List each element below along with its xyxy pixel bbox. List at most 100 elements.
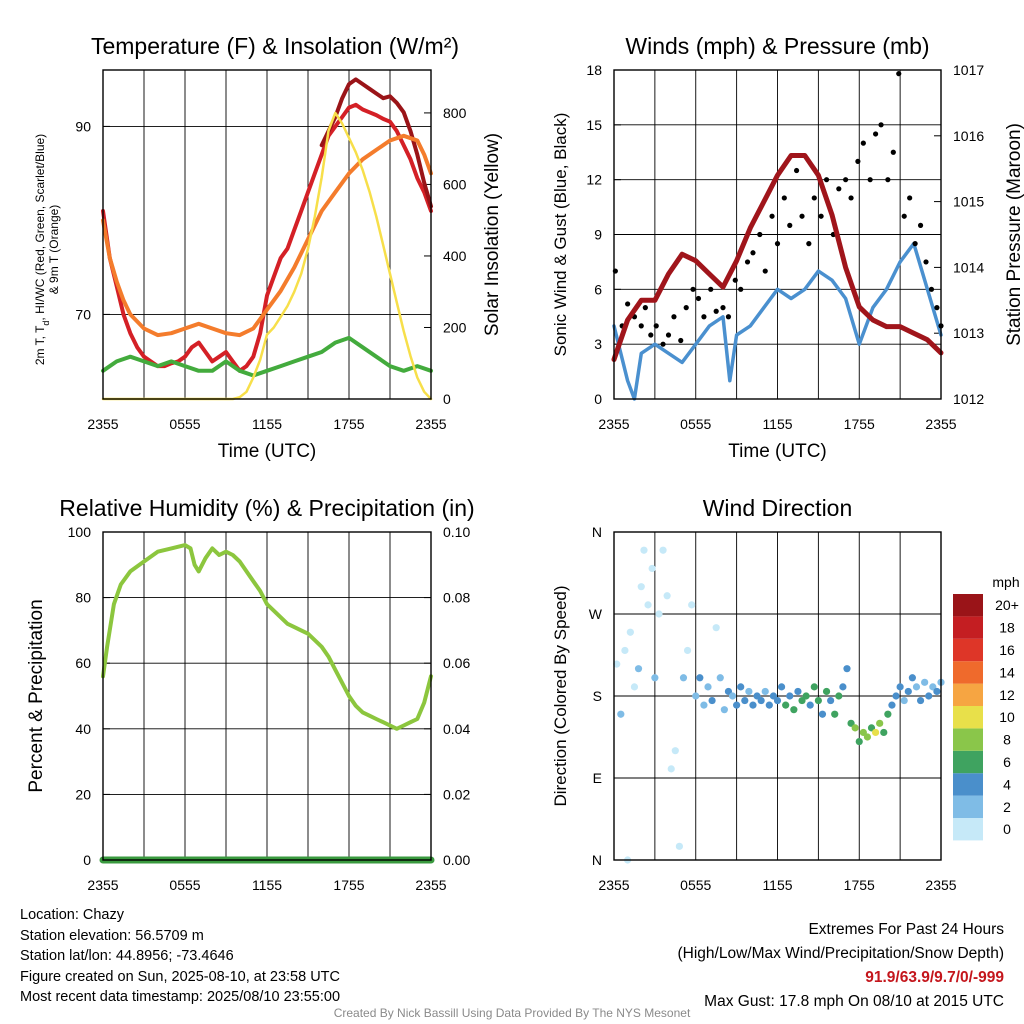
series-line-sonic-wind <box>612 241 943 401</box>
y-tick-label: 12 <box>586 172 602 188</box>
direction-point <box>667 765 675 773</box>
speed-colorbar: mph 0 2 4 6 8 10 12 14 16 18 20+ <box>953 574 1020 841</box>
direction-point <box>634 665 643 673</box>
direction-point <box>806 701 814 709</box>
gust-point <box>928 286 935 292</box>
gust-point <box>774 241 781 247</box>
colorbar-label: 8 <box>1003 732 1011 748</box>
gust-point <box>923 259 929 265</box>
colorbar-label: 0 <box>1003 821 1011 837</box>
direction-point <box>794 687 802 696</box>
temperature-panel: Temperature (F) & Insolation (W/m²) 2355 0… <box>33 33 503 462</box>
series-line-9m-t <box>101 133 433 338</box>
extremes-subtitle: (High/Low/Max Wind/Precipitation/Snow De… <box>677 945 1005 962</box>
gust-point <box>917 222 924 228</box>
colorbar-title: mph <box>992 574 1019 590</box>
direction-point <box>777 683 786 691</box>
gust-point <box>762 268 768 274</box>
y2-tick-label: 0.00 <box>443 852 470 868</box>
gust-point <box>708 286 714 292</box>
direction-point <box>904 687 912 696</box>
colorbar-swatch <box>953 706 983 729</box>
direction-point <box>733 701 741 709</box>
direction-point <box>786 692 794 700</box>
gust-point <box>855 158 861 164</box>
direction-point <box>884 710 892 718</box>
gust-point <box>787 222 793 228</box>
gust-point <box>912 241 918 247</box>
y2-tick-label: 1013 <box>953 325 984 341</box>
x-tick-label: 2355 <box>598 877 629 893</box>
gust-point <box>836 186 842 192</box>
y-tick-label: 0 <box>594 391 602 407</box>
direction-point <box>626 628 634 636</box>
latlon-text: Station lat/lon: 44.8956; -73.4646 <box>20 948 234 964</box>
x-tick-label: 1755 <box>333 416 364 432</box>
x-tick-label: 0555 <box>169 416 200 432</box>
x-tick-label: 0555 <box>680 416 711 432</box>
humidity-panel: Relative Humidity (%) & Precipitation (i… <box>26 495 475 893</box>
direction-point <box>692 692 700 700</box>
y2-tick-label: 200 <box>443 319 467 335</box>
direction-point <box>737 683 745 691</box>
direction-point <box>671 747 679 755</box>
plot-border <box>102 531 432 861</box>
y-axis-label: Direction (Colored By Speed) <box>551 585 570 806</box>
y2-tick-label: 0 <box>443 391 451 407</box>
gust-point <box>713 308 719 314</box>
gust-point <box>848 195 854 201</box>
colorbar-label: 14 <box>999 664 1015 680</box>
extremes-info: Extremes For Past 24 Hours (High/Low/Max… <box>678 918 1005 1014</box>
gust-point <box>642 305 648 311</box>
y2-tick-label: 400 <box>443 248 467 264</box>
direction-point <box>892 692 900 700</box>
colorbar-label: 20+ <box>995 597 1019 613</box>
gust-point <box>695 295 702 302</box>
direction-point <box>831 710 839 718</box>
created-text: Figure created on Sun, 2025-08-10, at 23… <box>20 968 340 985</box>
direction-point <box>835 692 843 700</box>
colorbar-swatch <box>953 661 983 684</box>
direction-point <box>683 646 692 655</box>
y2-tick-label: 0.10 <box>443 524 470 540</box>
x-tick-label: 2355 <box>87 877 118 893</box>
direction-point <box>851 724 859 732</box>
gust-point <box>873 131 879 137</box>
x-tick-label: 0555 <box>169 877 200 893</box>
y-axis-label: Sonic Wind & Gust (Blue, Black) <box>551 113 570 357</box>
gust-point <box>823 177 830 183</box>
plot-border <box>613 531 942 861</box>
direction-point <box>765 701 773 709</box>
extremes-title: Extremes For Past 24 Hours <box>808 921 1004 938</box>
y2-tick-label: 0.06 <box>443 655 470 671</box>
direction-point <box>888 701 896 709</box>
direction-point <box>876 719 884 727</box>
gust-point <box>885 177 891 183</box>
y-tick-label: 9 <box>594 227 602 243</box>
colorbar-label: 10 <box>999 709 1015 725</box>
x-tick-label: 2355 <box>925 877 956 893</box>
direction-point <box>839 683 847 691</box>
direction-point <box>863 733 872 741</box>
y2-tick-label: 1015 <box>953 194 984 210</box>
direction-point <box>617 710 625 718</box>
y-tick-label: 18 <box>586 62 602 78</box>
y-tick-label: W <box>589 606 603 622</box>
x-tick-label: 1755 <box>844 877 875 893</box>
direction-point <box>644 601 652 609</box>
direction-point <box>675 842 684 850</box>
colorbar-swatch <box>953 750 983 774</box>
gust-point <box>683 305 689 311</box>
series-line-relative-humidity <box>101 543 433 731</box>
direction-point <box>688 601 696 609</box>
max-gust-text: Max Gust: 17.8 mph On 08/10 at 2015 UTC <box>704 993 1004 1010</box>
direction-point <box>761 687 769 696</box>
direction-point <box>708 696 716 705</box>
colorbar-label: 2 <box>1003 799 1011 815</box>
x-tick-label: 1155 <box>252 877 282 893</box>
direction-point <box>916 696 925 705</box>
colorbar-label: 16 <box>999 642 1015 658</box>
y-tick-label: 40 <box>75 721 91 737</box>
colorbar-label: 6 <box>1003 754 1011 770</box>
